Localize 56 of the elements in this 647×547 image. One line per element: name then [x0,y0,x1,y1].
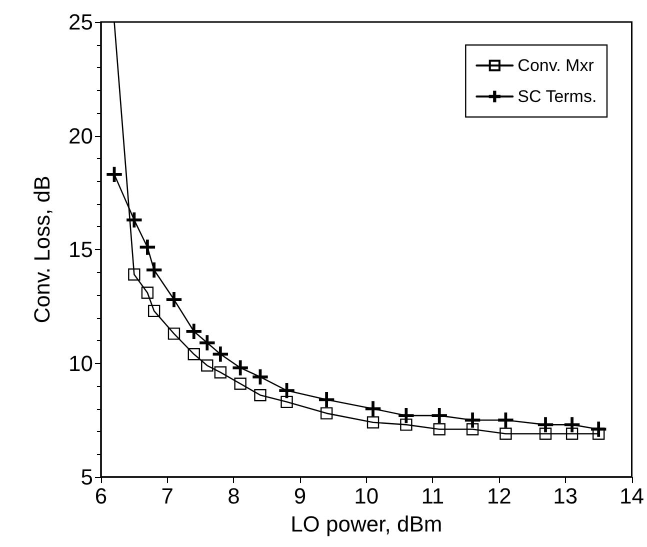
point [166,292,182,308]
point [500,428,512,440]
x-tick-label: 7 [161,484,174,508]
point [564,417,580,432]
point [168,328,180,340]
point [146,262,162,278]
point [128,268,140,281]
point [280,396,293,408]
point [433,423,446,436]
point [254,389,266,402]
point [432,408,447,424]
y-tick-label: 5 [80,464,93,490]
point [200,335,215,350]
point [466,423,479,436]
x-tick-label: 6 [94,484,108,508]
y-tick-label: 25 [68,10,93,34]
point [366,416,380,428]
point [318,392,334,408]
point [141,286,154,299]
point [140,240,156,255]
point [279,382,294,398]
point [201,359,214,372]
point [126,212,142,228]
x-tick-label: 12 [486,484,512,508]
x-tick-label: 8 [228,484,240,508]
y-axis-title: Conv. Loss, dB [30,176,54,324]
y-tick-label: 15 [68,237,93,262]
x-tick-label: 9 [294,484,306,508]
point [186,324,202,339]
x-tick-label: 10 [354,484,379,508]
point [252,369,268,384]
point [592,428,605,440]
point [398,408,414,424]
point [234,378,246,390]
x-axis-title: LO power, dBm [290,512,442,536]
point [320,407,333,420]
point [365,401,381,416]
point [188,348,200,360]
point [232,360,248,376]
x-tick-label: 14 [620,484,644,508]
legend-label: Conv. Mxr [518,56,594,75]
point [400,418,412,431]
point [498,412,514,428]
point [464,412,480,428]
y-tick-label: 10 [68,350,93,376]
x-tick-label: 13 [553,484,578,508]
point [539,428,552,440]
legend-label: SC Terms. [518,87,597,106]
point [148,304,160,318]
point [538,417,554,432]
y-tick-label: 20 [68,123,93,148]
point [214,366,227,378]
x-tick-label: 11 [421,484,444,508]
point [212,346,228,362]
point [106,166,122,182]
point [566,428,578,440]
